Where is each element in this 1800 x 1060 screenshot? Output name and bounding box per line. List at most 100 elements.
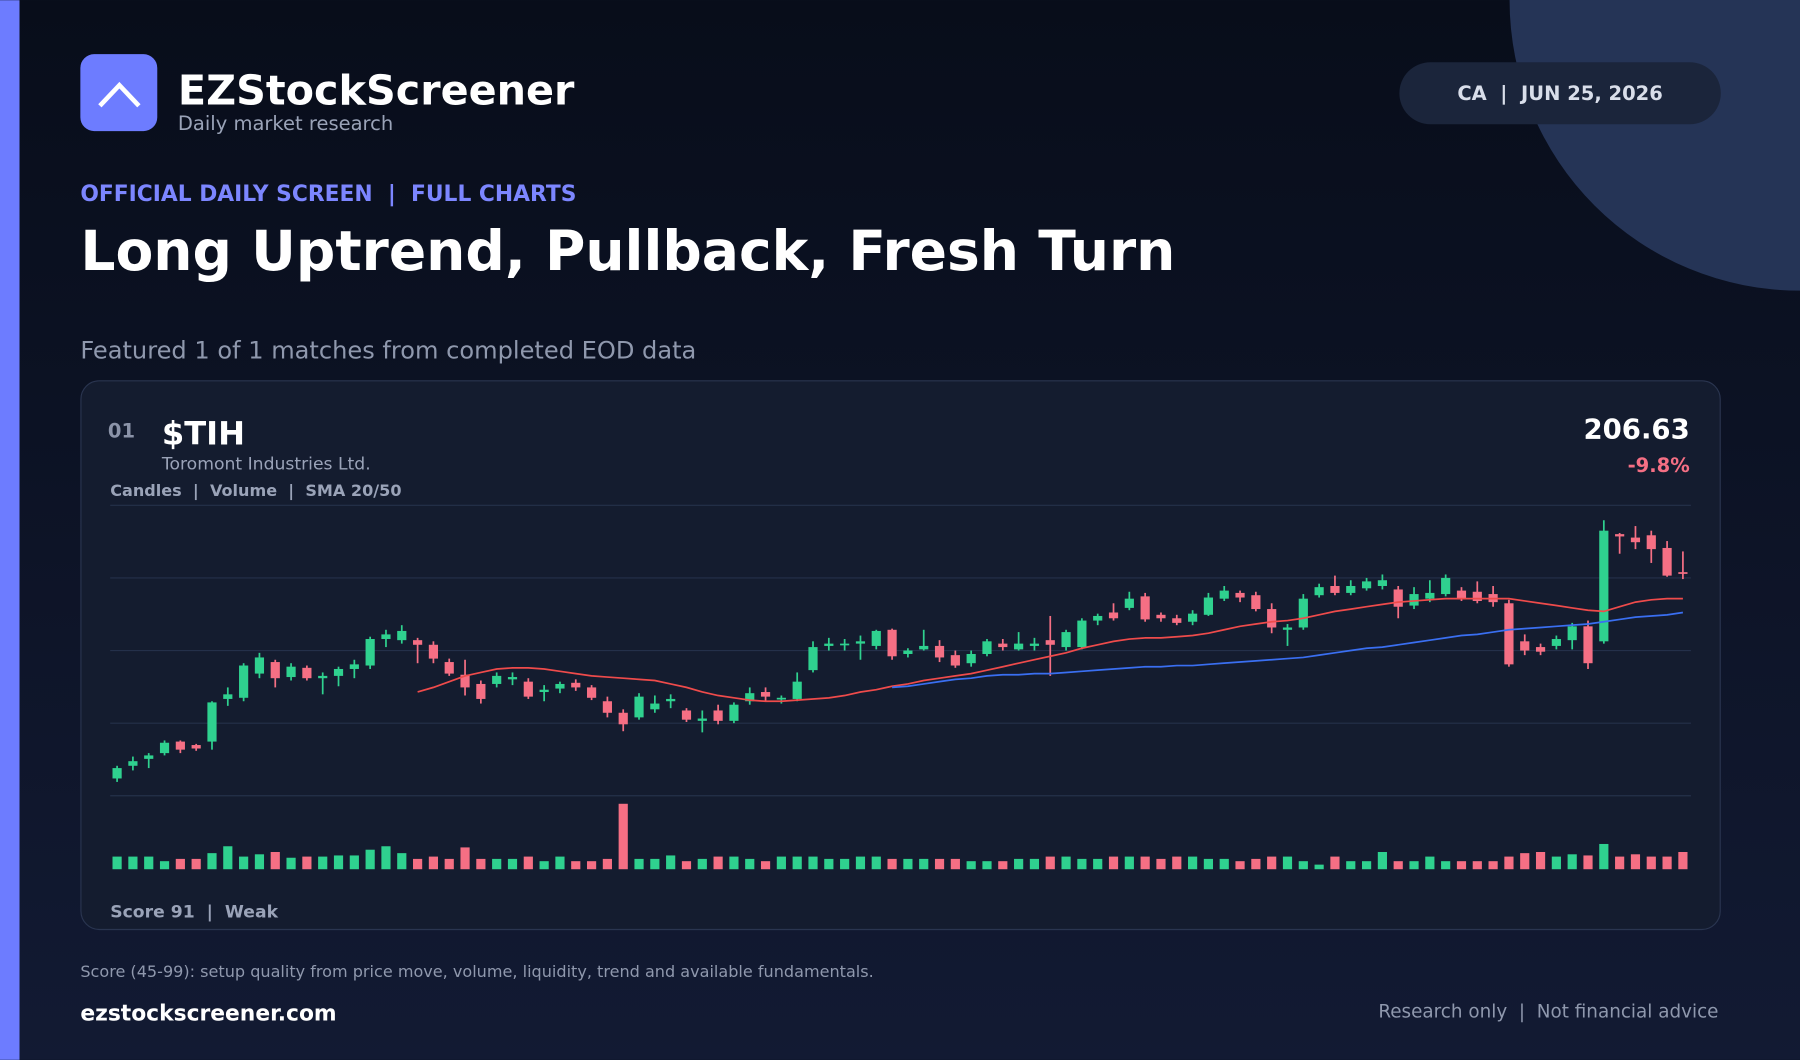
volume-bar [1124,856,1134,870]
volume-bar [1108,856,1119,870]
tagline: Daily market research [178,112,393,135]
candle-body [713,710,723,721]
volume-bar [1567,854,1577,870]
candle-body [144,755,154,759]
candle-body [1472,591,1482,601]
candle-body [792,681,802,699]
candle-body [602,701,612,713]
candle-body [1188,613,1198,622]
volume-bar [1361,861,1372,870]
site: ezstockscreener.com [80,1002,336,1027]
eyebrow: OFFICIAL DAILY SCREEN | FULL CHARTS [80,182,576,207]
volume-bar [713,856,723,870]
candle-body [934,645,945,658]
volume-bar [1346,861,1356,870]
volume-bar [302,856,312,870]
candle-body [1567,626,1577,641]
candle-body [808,647,818,671]
volume-bar [159,861,170,870]
change: -9.8% [1628,454,1690,477]
volume-bar [602,858,612,870]
candle-body [1314,587,1324,596]
candle-body [1045,640,1055,645]
candle-body [681,710,692,720]
candle-body [1140,596,1150,620]
volume-bar [1314,864,1324,870]
candle-body [128,761,138,766]
volume-bar [1203,858,1214,870]
volume-bar [966,861,976,870]
volume-bar [824,858,834,870]
candle-body [1409,594,1419,606]
candle-body [1346,585,1356,593]
candle-body [887,629,897,657]
volume-bar [1298,861,1308,870]
candle-body [1456,590,1467,599]
volume-bar [1456,861,1467,870]
volume-bar [144,856,154,870]
volume-bar [507,858,518,870]
candle-body [492,675,502,684]
candle-body [919,645,929,650]
volume-bar [397,853,407,870]
volume-bar [112,856,122,870]
candle-body [1108,612,1119,619]
headline: Long Uptrend, Pullback, Fresh Turn [80,219,1175,283]
candle-body [159,742,170,754]
candle-body [239,665,249,698]
volume-bar [1377,852,1387,870]
volume-bar [381,846,391,870]
candle-body [571,682,581,688]
volume-bar [934,858,945,870]
volume-bar [1488,861,1498,870]
candle-body [855,641,866,644]
brand: EZStockScreener [178,67,575,115]
candle-body [1267,609,1277,628]
volume-bar [1535,852,1546,870]
candle-body [1219,590,1229,599]
volume-bar [666,855,676,870]
volume-bar [998,861,1008,870]
candle-body [191,745,201,749]
volume-bar [555,856,565,870]
subtitle: Featured 1 of 1 matches from completed E… [80,336,696,364]
chart [110,504,1691,870]
candle-body [1520,641,1530,651]
candle-body [333,668,344,676]
volume-bar [1061,856,1071,870]
candle-body [666,698,676,702]
candle-body [1251,595,1261,610]
candle-body [1678,572,1688,574]
candle-body [1361,581,1372,589]
volume-bar [697,858,707,870]
indicators: Candles | Volume | SMA 20/50 [110,481,401,501]
volume-bar [1093,858,1103,870]
volume-bar [1251,858,1261,870]
candle-body [381,634,391,640]
candle-body [1425,592,1435,599]
candle-body [1298,598,1308,628]
volume-bar [681,861,692,870]
sma-line [892,611,1684,689]
volume-bar [460,847,470,870]
accent-stripe [0,0,20,1060]
ticker: $TIH [162,414,245,452]
logo [80,54,158,132]
company: Toromont Industries Ltd. [161,455,371,475]
volume-bar [1425,856,1435,870]
volume-bar [207,853,217,870]
volume-bar [887,858,897,870]
volume-bar [539,861,549,870]
volume-bar [444,858,454,870]
candle-body [1646,535,1656,550]
candle-body [207,702,217,742]
volume-bar [1393,861,1403,870]
volume-bar [919,858,929,870]
candle-body [539,689,549,693]
volume-bar [1045,856,1055,870]
volume-bar [428,856,439,870]
volume-bar [1472,861,1482,870]
candle-body [776,697,786,700]
